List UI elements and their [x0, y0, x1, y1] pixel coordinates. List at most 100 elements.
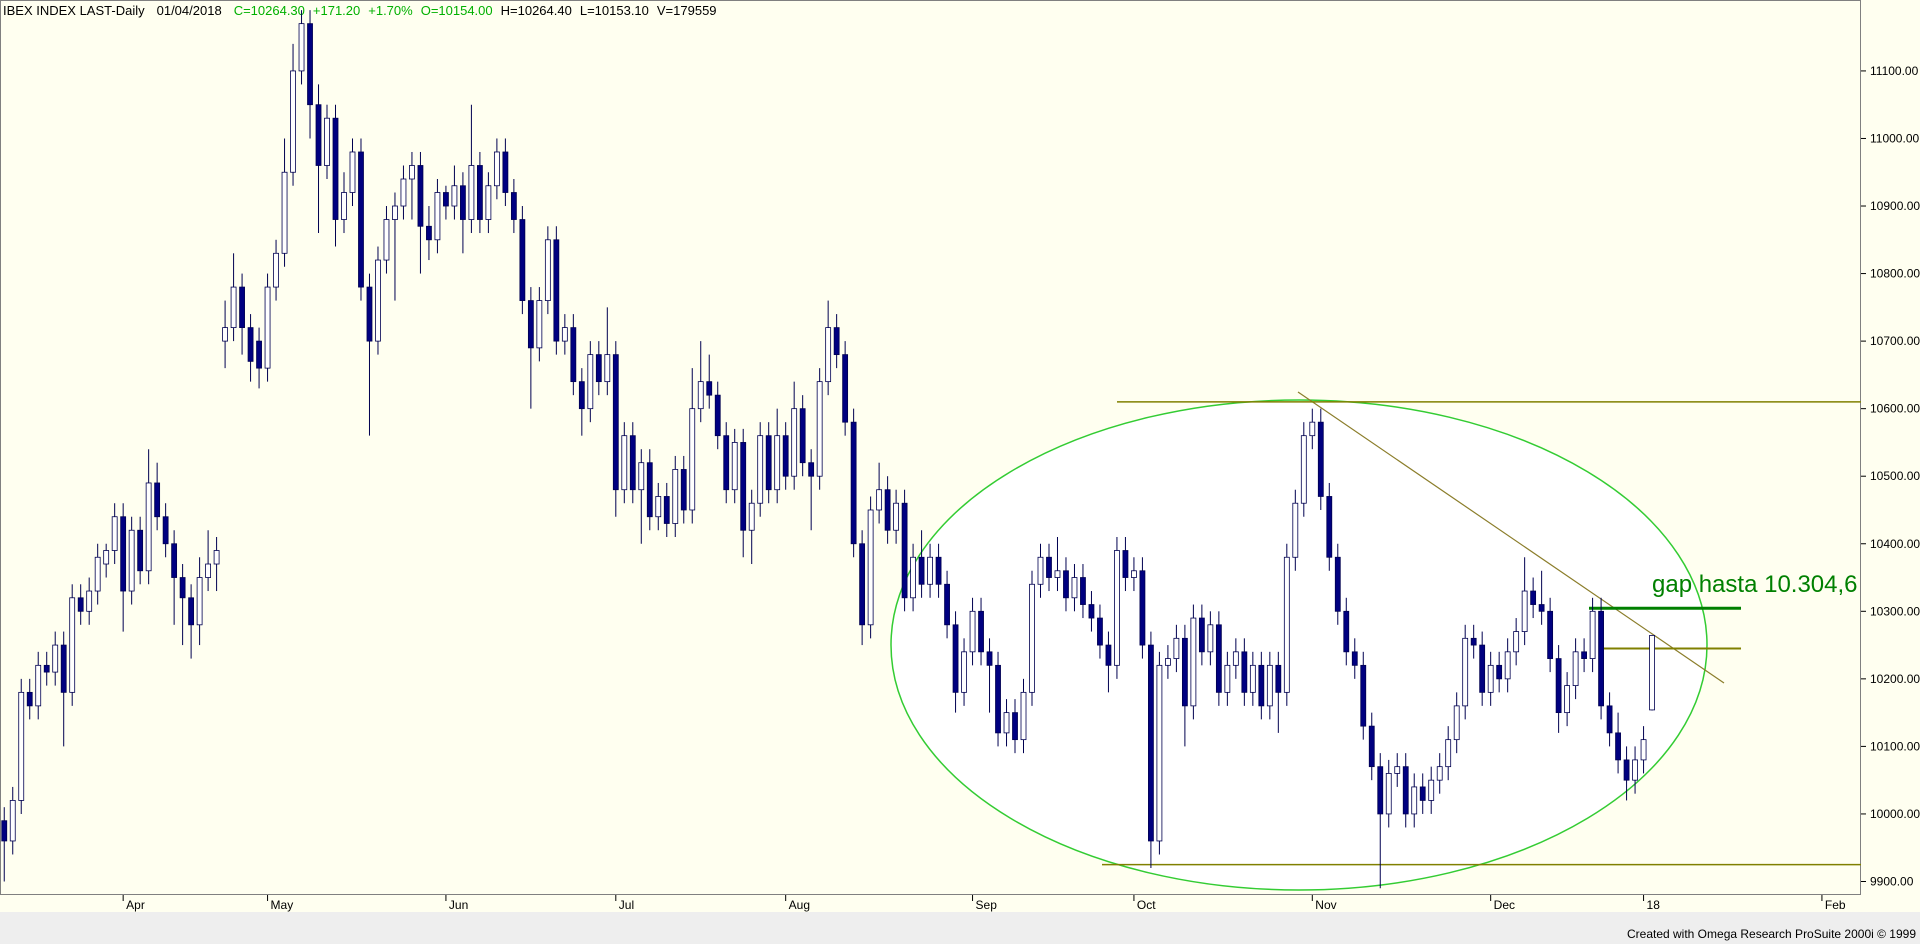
candle [969, 597, 976, 666]
candle [52, 631, 59, 686]
candle-body [205, 563, 211, 578]
candle-body [1351, 651, 1358, 666]
candle-body [1122, 550, 1129, 578]
candle [1513, 618, 1520, 666]
candle-body [612, 354, 619, 491]
candle [1479, 631, 1486, 706]
candle [1292, 489, 1299, 571]
candle [1572, 638, 1579, 700]
candle-body [1547, 610, 1554, 659]
candle [833, 314, 840, 369]
candle-body [706, 381, 713, 396]
candle [1547, 597, 1554, 673]
candle [1181, 624, 1188, 747]
candle [663, 482, 670, 537]
candle [1351, 638, 1358, 679]
candle-body [842, 354, 849, 423]
candle-body [1003, 712, 1010, 734]
candle [1258, 651, 1265, 720]
candle-body [1538, 604, 1545, 612]
candle [137, 516, 144, 585]
candle [60, 631, 67, 747]
candle-body [290, 70, 296, 173]
candle [1131, 557, 1137, 592]
candle-body [145, 482, 152, 572]
candle [1445, 726, 1452, 781]
candle-body [672, 469, 679, 524]
candle [1275, 651, 1282, 733]
candle-body [1598, 610, 1604, 707]
candle-body [1292, 502, 1299, 558]
candle [1020, 678, 1027, 754]
candle-body [86, 590, 93, 612]
candle [1377, 753, 1384, 889]
candle-body [901, 502, 908, 599]
candle-body [680, 469, 687, 511]
candle-body [646, 462, 653, 518]
candle-body [867, 509, 874, 626]
y-tick-label: 10700.00 [1870, 334, 1920, 348]
candle-body [1046, 556, 1052, 578]
candle-body [578, 381, 585, 410]
candle [910, 543, 916, 612]
candle-body [485, 185, 492, 220]
candle [366, 273, 373, 436]
candle-body [510, 192, 517, 220]
candle-body [833, 327, 840, 356]
candle [417, 151, 424, 274]
candle-body [1334, 556, 1341, 612]
candle-body [307, 23, 313, 106]
candle [1538, 570, 1545, 625]
candle-body [1368, 725, 1375, 768]
candle-body [799, 408, 806, 464]
candle-body [162, 516, 169, 545]
candle [1453, 692, 1460, 754]
candle [1241, 638, 1248, 706]
candle-body [638, 462, 645, 491]
candle-body [663, 496, 670, 524]
candle-body [1275, 664, 1282, 693]
candle-body [43, 664, 50, 673]
candle [502, 138, 509, 207]
candle [859, 530, 866, 646]
y-tick-label: 10300.00 [1870, 604, 1920, 618]
candle [1394, 753, 1401, 787]
candle-body [196, 577, 203, 626]
candle [426, 206, 432, 261]
candle-body [1632, 759, 1638, 781]
candle-body [935, 556, 942, 585]
candle [86, 577, 93, 625]
candle-body [952, 624, 959, 693]
x-tick-label: 18 [1647, 898, 1661, 912]
date: 01/04/2018 [157, 3, 222, 18]
candle-body [553, 239, 560, 342]
candle [69, 584, 76, 706]
candle [239, 273, 245, 355]
x-tick-label: Dec [1494, 898, 1515, 912]
candle [1232, 638, 1239, 679]
candle-body [18, 691, 25, 801]
candle-body [349, 151, 356, 193]
candle [884, 476, 891, 544]
candle [850, 408, 857, 558]
candle [1402, 753, 1409, 828]
candle [1496, 651, 1503, 693]
x-tick-label: Jul [619, 898, 634, 912]
candle [1266, 651, 1273, 720]
candle [35, 651, 42, 720]
candle-body [154, 482, 161, 518]
x-tick-label: Aug [789, 898, 810, 912]
highlight-ellipse [890, 399, 1708, 891]
candle-body [748, 502, 755, 531]
candle [145, 449, 152, 585]
candle-body [1156, 664, 1163, 842]
candle-body [1555, 658, 1562, 714]
candle-body [1165, 658, 1171, 666]
candle [383, 206, 390, 274]
candle [723, 422, 730, 504]
candle-body [604, 354, 611, 383]
candle [561, 314, 568, 355]
candle [493, 138, 500, 200]
candle-body [1615, 732, 1621, 761]
